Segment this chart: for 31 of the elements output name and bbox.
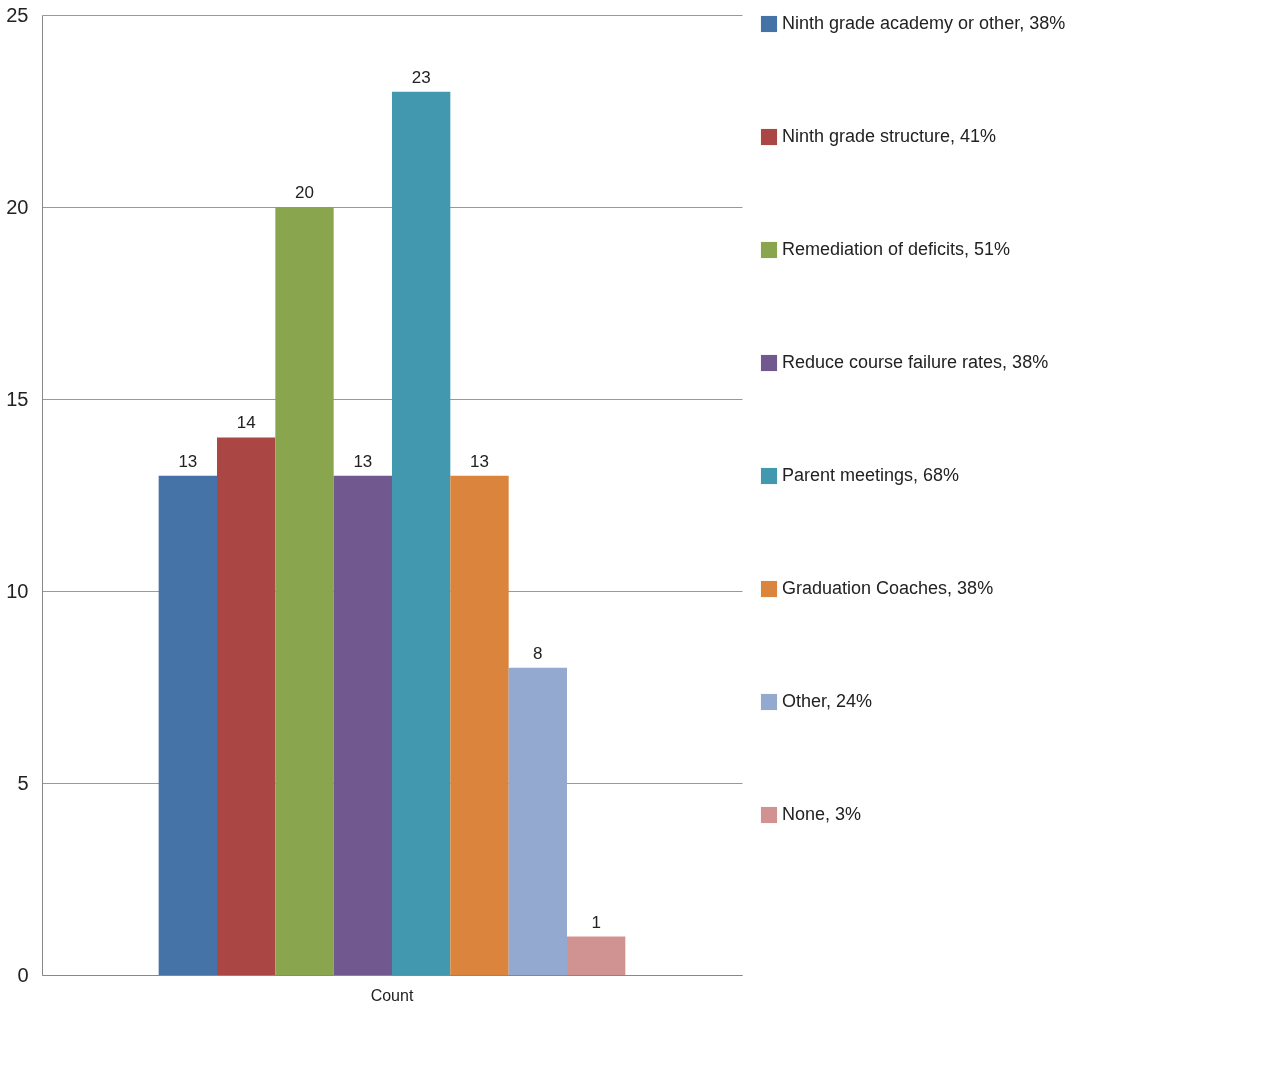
bar [567,936,626,975]
y-tick-label: 5 [17,771,29,794]
bar [158,475,217,975]
data-label: 14 [236,413,256,433]
data-label: 23 [411,67,431,87]
bar [275,207,334,975]
bar [333,475,392,975]
y-tick-label: 15 [6,387,29,410]
legend-label: Graduation Coaches, 38% [782,578,994,598]
legend-label: Remediation of deficits, 51% [782,239,1011,259]
y-tick-label: 20 [6,195,29,218]
y-tick-label: 25 [6,3,29,26]
data-label: 13 [353,451,373,471]
legend-label: Parent meetings, 68% [782,465,960,485]
bar [508,667,567,975]
legend-label: Ninth grade structure, 41% [782,126,997,146]
bar [450,475,509,975]
data-label: 20 [295,183,314,202]
data-label: 1 [591,912,601,932]
legend-label: Other, 24% [782,691,873,711]
data-label: 13 [178,451,198,471]
bar [392,91,451,975]
data-label: 13 [470,451,489,471]
data-label: 8 [533,643,543,663]
y-tick-label: 10 [6,579,29,602]
legend-label: Reduce course failure rates, 38% [782,352,1049,372]
y-tick-label: 0 [17,963,29,986]
x-tick-label: Count [370,986,414,1004]
legend-label: None, 3% [782,804,862,824]
legend-label: Ninth grade academy or other, 38% [782,13,1066,33]
bar [217,437,276,975]
